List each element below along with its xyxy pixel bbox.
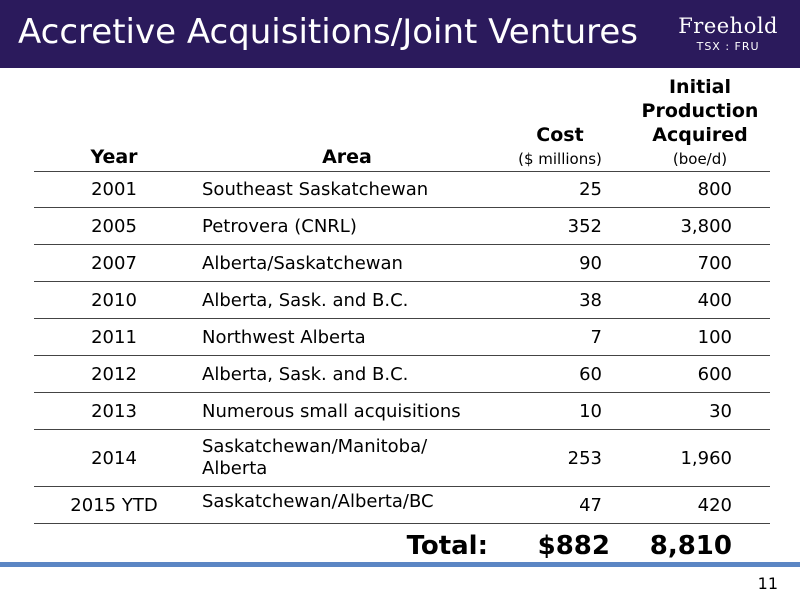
cell-cost: 7	[590, 326, 602, 348]
cell-year: 2015 YTD	[70, 494, 158, 516]
header-production-line1: Initial	[668, 76, 732, 98]
header-cost-unit: ($ millions)	[518, 150, 602, 168]
cell-cost: 10	[579, 400, 602, 422]
cell-cost: 25	[579, 179, 602, 200]
table-row: 2005 Petrovera (CNRL) 352 3,800	[34, 208, 770, 245]
cell-cost: 90	[579, 252, 602, 274]
table-row: 2012 Alberta, Sask. and B.C. 60 600	[34, 356, 770, 393]
cell-production: 30	[709, 400, 732, 422]
total-label: Total:	[406, 531, 488, 561]
header-year: Year	[90, 146, 138, 168]
table-row: 2014 Saskatchewan/Manitoba/ Alberta 253 …	[34, 430, 770, 487]
cell-year: 2014	[91, 447, 137, 469]
header-production-line3: Acquired	[652, 124, 748, 146]
table-row: 2010 Alberta, Sask. and B.C. 38 400	[34, 282, 770, 319]
cell-cost: 38	[579, 289, 602, 311]
table-row: 2015 YTD Saskatchewan/Alberta/BC 47 420	[34, 487, 770, 524]
cell-area: Saskatchewan/Manitoba/ Alberta	[202, 430, 532, 486]
cell-production: 700	[697, 252, 732, 274]
cell-area: Numerous small acquisitions	[202, 400, 461, 422]
cell-area: Alberta, Sask. and B.C.	[202, 363, 409, 385]
cell-cost: 60	[579, 363, 602, 385]
header-cost-label: Cost	[536, 124, 584, 146]
cell-year: 2013	[91, 400, 137, 422]
cell-year: 2007	[91, 252, 137, 274]
header-cost: Cost ($ millions)	[500, 123, 620, 171]
cell-production: 3,800	[680, 215, 732, 237]
cell-production: 800	[697, 179, 732, 200]
cell-year: 2011	[91, 326, 137, 348]
table-row: 2007 Alberta/Saskatchewan 90 700	[34, 245, 770, 282]
header-area: Area	[322, 146, 372, 168]
cell-cost: 352	[567, 215, 602, 237]
cell-cost: 47	[579, 494, 602, 516]
cell-production: 420	[697, 494, 732, 516]
table-row: 2011 Northwest Alberta 7 100	[34, 319, 770, 356]
cell-area: Northwest Alberta	[202, 326, 366, 348]
cell-production: 1,960	[680, 447, 732, 469]
cell-cost: 253	[567, 447, 602, 469]
cell-production: 600	[697, 363, 732, 385]
slide-title: Accretive Acquisitions/Joint Ventures	[18, 12, 639, 52]
cell-year: 2012	[91, 363, 137, 385]
cell-area: Southeast Saskatchewan	[202, 179, 429, 200]
cell-year: 2010	[91, 289, 137, 311]
header-production-line2: Production	[641, 100, 759, 122]
table-row: 2013 Numerous small acquisitions 10 30	[34, 393, 770, 430]
brand-ticker: TSX : FRU	[696, 40, 760, 53]
total-row: Total: $882 8,810	[34, 524, 770, 568]
title-bar: Accretive Acquisitions/Joint Ventures Fr…	[0, 0, 800, 68]
cell-year: 2005	[91, 215, 137, 237]
cell-area: Saskatchewan/Alberta/BC	[202, 491, 434, 512]
cell-area: Alberta/Saskatchewan	[202, 252, 403, 274]
acquisitions-table: Year Area Cost ($ millions) Initial Prod…	[34, 70, 770, 568]
table-row: 2001 Southeast Saskatchewan 25 800	[34, 172, 770, 208]
company-logo: Freehold TSX : FRU	[678, 14, 778, 53]
cell-area-line2: Alberta	[202, 458, 268, 479]
total-production: 8,810	[649, 531, 732, 561]
header-production-unit: (boe/d)	[672, 150, 728, 168]
header-production: Initial Production Acquired (boe/d)	[630, 75, 770, 171]
cell-production: 400	[697, 289, 732, 311]
cell-area: Alberta, Sask. and B.C.	[202, 289, 409, 311]
brand-name: Freehold	[678, 14, 778, 38]
footer-divider	[0, 562, 800, 567]
page-number: 11	[757, 574, 778, 593]
cell-production: 100	[697, 326, 732, 348]
cell-area-line1: Saskatchewan/Manitoba/	[202, 436, 428, 457]
total-cost: $882	[537, 531, 610, 561]
cell-year: 2001	[91, 179, 137, 200]
table-header: Year Area Cost ($ millions) Initial Prod…	[34, 70, 770, 172]
cell-area: Petrovera (CNRL)	[202, 215, 357, 237]
